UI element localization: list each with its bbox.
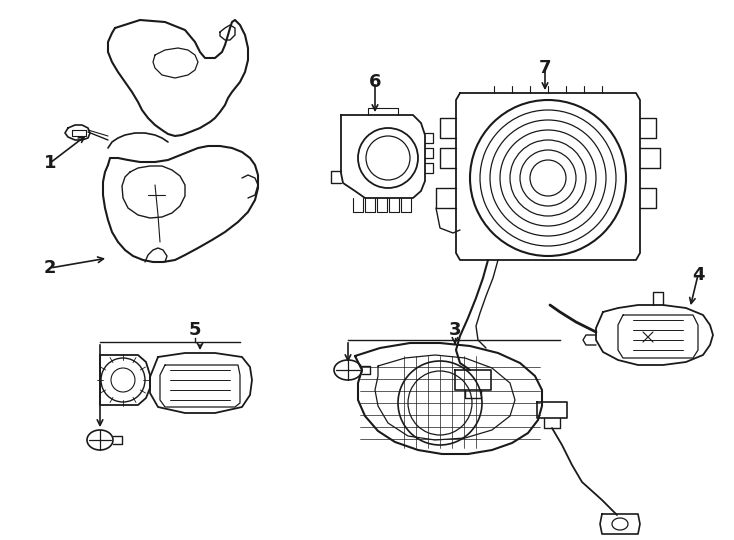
Text: 5: 5 <box>189 321 201 339</box>
Text: 7: 7 <box>539 59 551 77</box>
Text: 3: 3 <box>448 321 461 339</box>
Text: 1: 1 <box>44 154 57 172</box>
Text: 6: 6 <box>368 73 381 91</box>
Text: 4: 4 <box>691 266 704 284</box>
Text: 2: 2 <box>44 259 57 277</box>
